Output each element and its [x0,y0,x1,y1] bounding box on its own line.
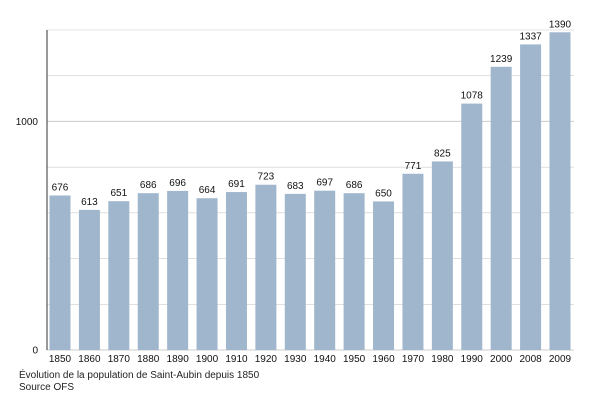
value-label-1960: 650 [375,188,392,199]
bar-1890 [167,190,189,350]
caption-source: Source OFS [19,382,75,393]
value-label-1950: 686 [346,180,363,191]
y-tick-label: 1000 [16,117,39,128]
value-label-1920: 723 [258,172,275,183]
x-tick-label-1900: 1900 [196,354,219,365]
y-tick-label: 0 [32,346,38,357]
x-tick-label-2000: 2000 [490,354,513,365]
x-tick-label-1920: 1920 [255,354,278,365]
bar-1950 [343,193,365,350]
x-tick-label-2009: 2009 [549,354,572,365]
value-label-1910: 691 [228,179,245,190]
value-label-1940: 697 [316,178,333,189]
bar-1910 [225,192,247,350]
value-label-2008: 1337 [519,31,542,42]
value-label-1930: 683 [287,181,304,192]
x-tick-label-1950: 1950 [343,354,366,365]
bars [49,32,571,351]
x-tick-label-1880: 1880 [137,354,160,365]
x-tick-labels: 1850 1860 1870 1880 1890 1900 1910 1920 1930 1940… [49,354,572,365]
bar-2000 [490,66,512,351]
value-label-2009: 1390 [549,19,572,30]
value-label-1990: 1078 [461,91,484,102]
bar-1960 [373,201,395,350]
bar-1870 [108,201,130,350]
x-tick-label-1870: 1870 [108,354,131,365]
value-label-1980: 825 [434,148,451,159]
bar-1980 [431,161,453,350]
value-label-1870: 651 [110,188,127,199]
bar-1850 [49,195,71,350]
bar-1860 [78,209,100,350]
x-tick-label-1860: 1860 [78,354,101,365]
bar-2009 [549,32,571,351]
value-labels: 676 613 651 686 696 664 691 723 683 697 686 650 771 8… [52,19,572,208]
x-tick-label-1990: 1990 [461,354,484,365]
value-label-1970: 771 [405,161,422,172]
bar-2008 [520,44,542,351]
x-tick-label-1910: 1910 [225,354,248,365]
y-tick-labels: 0 1000 [16,117,39,357]
x-tick-label-1850: 1850 [49,354,72,365]
x-tick-label-1940: 1940 [314,354,337,365]
bar-1880 [137,193,159,350]
value-label-1880: 686 [140,180,157,191]
value-label-2000: 1239 [490,54,513,65]
x-tick-label-1980: 1980 [431,354,454,365]
bar-1930 [284,193,306,350]
bar-1920 [255,184,277,350]
value-label-1860: 613 [81,197,98,208]
x-tick-label-1890: 1890 [167,354,190,365]
value-label-1850: 676 [52,182,69,193]
gridlines [47,29,574,351]
bar-1940 [314,190,336,350]
bar-1970 [402,173,424,350]
bar-1990 [461,103,483,350]
x-tick-label-1970: 1970 [402,354,425,365]
value-label-1900: 664 [199,185,216,196]
bar-1900 [196,198,218,350]
value-label-1890: 696 [169,178,186,189]
x-tick-label-1960: 1960 [372,354,395,365]
x-tick-label-1930: 1930 [284,354,307,365]
x-tick-label-2008: 2008 [519,354,542,365]
caption-title: Évolution de la population de Saint-Aubi… [19,370,260,381]
